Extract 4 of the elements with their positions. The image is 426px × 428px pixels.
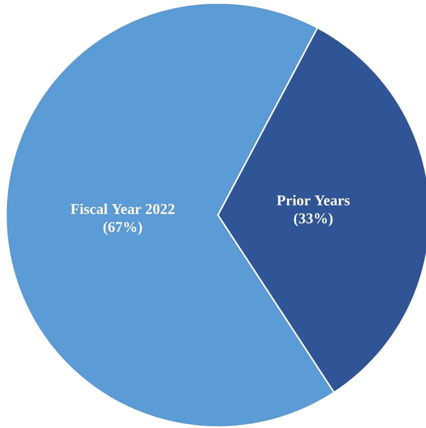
slice-label: Prior Years <box>276 194 350 206</box>
data-label: (67%) <box>103 222 142 236</box>
slice-label: Fiscal Year 2022 <box>70 204 174 214</box>
data-label: (33%) <box>294 212 333 226</box>
